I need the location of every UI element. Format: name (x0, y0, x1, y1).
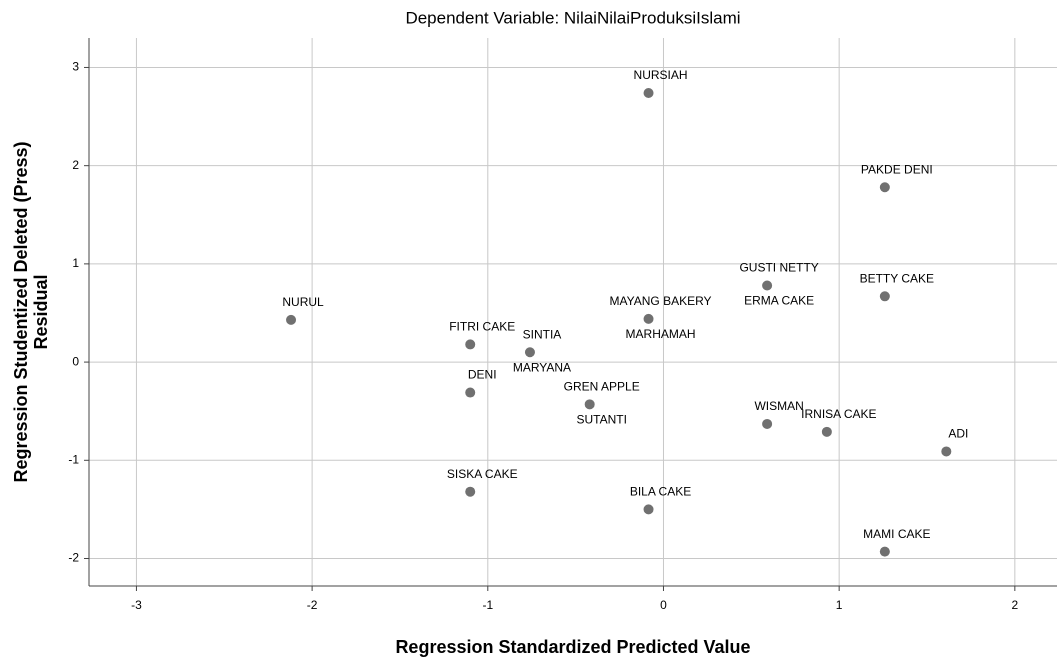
point-label: NURSIAH (634, 68, 688, 82)
x-axis-title: Regression Standardized Predicted Value (395, 637, 750, 657)
point-label: ADI (948, 427, 968, 441)
point-label: GREN APPLE (564, 379, 640, 393)
point-label: MARHAMAH (626, 327, 696, 341)
point (465, 486, 476, 497)
point (465, 339, 476, 350)
point (286, 314, 297, 325)
point-label: BETTY CAKE (860, 271, 934, 285)
point-label: MARYANA (513, 360, 571, 374)
point (821, 426, 832, 437)
x-tick-label: 1 (836, 598, 843, 612)
point-label: SISKA CAKE (447, 467, 518, 481)
point (879, 182, 890, 193)
point (762, 280, 773, 291)
point (524, 347, 535, 358)
y-tick-label: 0 (72, 354, 79, 368)
y-tick-label: 2 (72, 158, 79, 172)
point-label: PAKDE DENI (861, 162, 933, 176)
point-label: NURUL (282, 295, 324, 309)
point (879, 546, 890, 557)
point-label: IRNISA CAKE (801, 407, 876, 421)
point-label: SINTIA (523, 327, 562, 341)
point-label: GUSTI NETTY (739, 261, 818, 275)
y-axis-title: Residual (31, 274, 51, 349)
point-label: ERMA CAKE (744, 294, 814, 308)
point-label: MAYANG BAKERY (610, 294, 712, 308)
point (762, 418, 773, 429)
x-tick-label: 2 (1011, 598, 1018, 612)
point-label: FITRI CAKE (449, 320, 515, 334)
point (879, 291, 890, 302)
point (941, 446, 952, 457)
point (465, 387, 476, 398)
y-tick-label: -2 (68, 551, 79, 565)
point-label: DENI (468, 368, 497, 382)
point-label: SUTANTI (576, 412, 626, 426)
point-label: MAMI CAKE (863, 527, 930, 541)
x-tick-label: -2 (307, 598, 318, 612)
y-tick-label: 1 (72, 256, 79, 270)
point (584, 399, 595, 410)
point (643, 313, 654, 324)
y-tick-label: -1 (68, 452, 79, 466)
point-label: WISMAN (754, 399, 803, 413)
x-tick-label: -1 (482, 598, 493, 612)
chart-title: Dependent Variable: NilaiNilaiProduksiIs… (405, 8, 740, 27)
x-tick-label: -3 (131, 598, 142, 612)
y-tick-label: 3 (72, 60, 79, 74)
point (643, 504, 654, 515)
point-label: BILA CAKE (630, 485, 691, 499)
point (643, 87, 654, 98)
x-tick-label: 0 (660, 598, 667, 612)
y-axis-title: Regression Studentized Deleted (Press) (11, 141, 31, 482)
